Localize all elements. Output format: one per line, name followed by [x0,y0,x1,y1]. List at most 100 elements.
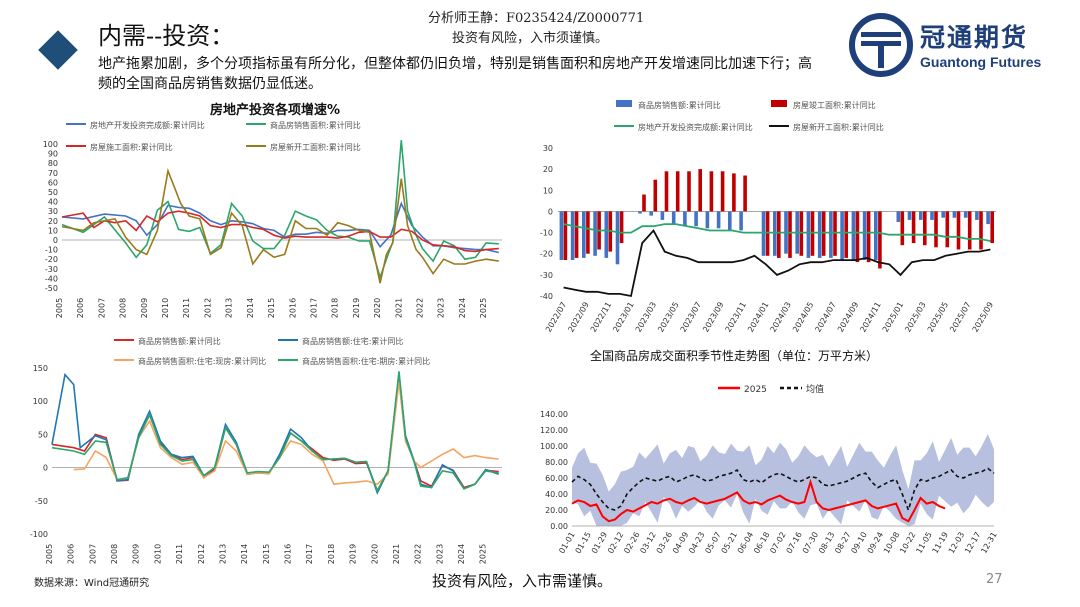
x-tick-label: 2021 [394,298,403,318]
x-tick-label: 2025/03 [903,301,927,334]
bar [777,211,781,258]
range-band [572,434,994,526]
bar [979,211,983,250]
x-tick-label: 2012 [203,298,212,318]
bar [878,211,882,269]
x-tick-label: 2007 [97,298,106,318]
series-line [61,167,499,284]
x-tick-label: 2008 [110,544,119,564]
legend-swatch [771,100,787,107]
legend-label: 房地产开发投资完成额:累计同比 [638,122,753,132]
y-tick-label: 150 [33,364,48,373]
x-tick-label: 2018 [327,544,336,564]
bar [563,211,568,260]
bar [874,211,878,260]
x-tick-label: 2019 [352,298,361,318]
x-tick-label: 2016 [284,544,293,564]
bar [866,211,871,263]
x-tick-label: 2023/07 [679,301,703,334]
x-tick-label: 2010 [161,298,170,318]
y-tick-label: -40 [540,292,553,301]
logo-text-cn: 冠通期货 [920,23,1029,52]
x-tick-label: 2022/09 [566,301,590,334]
chart-title: 全国商品房成交面积季节性走势图（单位：万平方米） [590,348,878,363]
x-tick-label: 2024 [458,298,467,318]
bar [660,211,665,220]
legend-label: 商品房销售额:住宅:累计同比 [302,336,403,346]
bar [945,211,950,248]
legend-label: 房屋施工面积:累计同比 [90,142,173,152]
y-tick-label: -30 [45,265,58,274]
x-tick-label: 2005 [55,298,64,318]
x-tick-label: 2023/01 [611,301,635,334]
x-tick-label: 2022 [414,544,423,564]
y-tick-label: 40.00 [545,490,568,499]
bar [698,169,702,212]
x-tick-label: 2023/09 [701,301,725,334]
y-tick-label: 50 [48,188,58,197]
y-tick-label: 80 [48,159,58,168]
legend-label: 商品房销售面积:住宅:现房:累计同比 [138,356,266,366]
x-tick-label: 2020 [370,544,379,564]
x-tick-label: 2021 [392,544,401,564]
bar [967,211,972,250]
bar [709,171,714,212]
bar [900,211,905,246]
legend-label: 商品房销售面积:累计同比 [270,120,361,130]
x-tick-label: 2014 [240,544,249,564]
y-tick-label: -10 [45,246,58,255]
bar [851,211,856,260]
bar [694,211,698,227]
bar [593,211,597,256]
chart-seasonal-area: 全国商品房成交面积季节性走势图（单位：万平方米） 2025 均值 140.00 120.… [540,348,999,555]
bar [829,211,833,258]
series-line [563,228,991,298]
bar [705,211,710,229]
bar [687,171,691,212]
bar [907,211,912,220]
x-tick-label: 2025 [479,544,488,564]
x-tick-label: 2024 [457,544,466,564]
y-tick-label: 20 [543,165,553,174]
bar [570,211,575,260]
x-tick-label: 2012 [197,544,206,564]
legend-swatch [616,100,632,107]
bar [817,211,822,258]
y-tick-label: 100.00 [540,442,568,451]
y-tick-label: 0 [548,207,553,216]
legend-label: 商品房销售面积:住宅:期房:累计同比 [302,356,430,366]
bar [586,211,590,254]
x-tick-label: 2013 [225,298,234,318]
bar [653,179,658,212]
series-line [571,467,995,513]
bar [896,211,901,222]
bar [638,211,642,214]
bar [615,211,620,265]
series-line [51,379,499,493]
legend-label: 房屋新开工面积:累计同比 [270,142,361,152]
y-tick-label: -50 [45,284,58,293]
bar [919,211,923,220]
bar [844,211,848,258]
x-tick-label: 2023/11 [724,301,748,334]
bar [716,211,721,229]
x-tick-label: 2009 [140,298,149,318]
logo-text-en: Guantong Futures [920,54,1042,70]
y-tick-label: 80.00 [545,458,568,467]
y-tick-label: 10 [48,226,58,235]
x-tick-label: 2016 [288,298,297,318]
y-tick-label: 70 [48,169,58,178]
bar [806,211,811,258]
y-tick-label: 90 [48,150,58,159]
bar [743,175,747,212]
x-tick-label: 2017 [305,544,314,564]
y-tick-label: -40 [45,274,58,283]
y-tick-label: 20 [48,217,58,226]
bar [761,211,766,256]
bar [821,211,826,256]
data-source: 数据来源：Wind冠通研究 [34,578,150,589]
y-tick-label: 100 [43,140,58,149]
y-tick-label: 40 [48,198,58,207]
y-tick-label: 0 [53,236,58,245]
